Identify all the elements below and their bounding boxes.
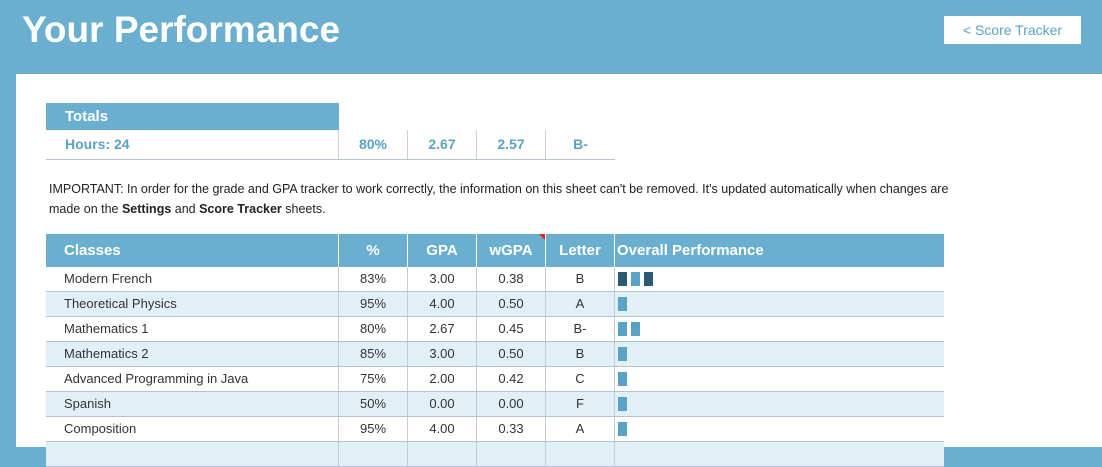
class-name: Composition <box>46 417 339 441</box>
class-wgpa: 0.38 <box>477 267 546 291</box>
class-letter: C <box>546 367 615 391</box>
class-percent: 75% <box>339 367 408 391</box>
class-name: Theoretical Physics <box>46 292 339 316</box>
class-letter: A <box>546 292 615 316</box>
class-letter: B <box>546 342 615 366</box>
note-score-tracker: Score Tracker <box>199 202 282 216</box>
class-percent <box>339 442 408 466</box>
page-header: Your Performance < Score Tracker <box>0 0 1102 74</box>
class-name: Advanced Programming in Java <box>46 367 339 391</box>
header-gpa: GPA <box>408 234 477 267</box>
class-performance-bars <box>615 417 944 441</box>
class-performance-bars <box>615 342 944 366</box>
class-percent: 50% <box>339 392 408 416</box>
class-gpa: 3.00 <box>408 342 477 366</box>
class-percent: 95% <box>339 417 408 441</box>
classes-table: Classes % GPA wGPA Letter Overall Perfor… <box>46 234 944 467</box>
header-wgpa: wGPA <box>477 234 546 267</box>
class-wgpa: 0.00 <box>477 392 546 416</box>
class-wgpa: 0.33 <box>477 417 546 441</box>
class-wgpa: 0.50 <box>477 292 546 316</box>
class-performance-bars <box>615 392 944 416</box>
class-wgpa: 0.42 <box>477 367 546 391</box>
class-gpa: 4.00 <box>408 417 477 441</box>
score-tracker-button[interactable]: < Score Tracker <box>944 16 1081 44</box>
totals-wgpa: 2.57 <box>477 130 546 159</box>
class-performance-bars <box>615 317 944 341</box>
table-row: Spanish 50% 0.00 0.00 F <box>46 392 944 417</box>
class-letter: B- <box>546 317 615 341</box>
sheet-area: Totals Hours: 24 80% 2.67 2.57 B- IMPORT… <box>16 74 1102 467</box>
totals-hours: Hours: 24 <box>46 130 339 159</box>
table-row: Modern French 83% 3.00 0.38 B <box>46 267 944 292</box>
comment-indicator-icon[interactable] <box>539 234 545 240</box>
header-letter: Letter <box>546 234 615 267</box>
class-letter <box>546 442 615 466</box>
class-name: Spanish <box>46 392 339 416</box>
performance-bar <box>618 272 627 286</box>
class-gpa: 2.00 <box>408 367 477 391</box>
class-wgpa <box>477 442 546 466</box>
class-percent: 80% <box>339 317 408 341</box>
note-settings: Settings <box>121 202 172 216</box>
class-performance-bars <box>615 267 944 291</box>
class-wgpa: 0.45 <box>477 317 546 341</box>
class-letter: B <box>546 267 615 291</box>
table-row: Mathematics 2 85% 3.00 0.50 B <box>46 342 944 367</box>
table-row: Composition 95% 4.00 0.33 A <box>46 417 944 442</box>
totals-table: Totals Hours: 24 80% 2.67 2.57 B- <box>46 103 615 160</box>
header-percent: % <box>339 234 408 267</box>
class-gpa: 3.00 <box>408 267 477 291</box>
table-row <box>46 442 944 467</box>
class-gpa: 2.67 <box>408 317 477 341</box>
class-percent: 83% <box>339 267 408 291</box>
class-performance-bars <box>615 442 944 466</box>
totals-letter: B- <box>573 136 588 152</box>
page-title: Your Performance <box>22 9 341 50</box>
class-name: Mathematics 2 <box>46 342 339 366</box>
class-letter: A <box>546 417 615 441</box>
performance-bar <box>631 272 640 286</box>
table-row: Theoretical Physics 95% 4.00 0.50 A <box>46 292 944 317</box>
performance-bar <box>618 422 627 436</box>
class-letter: F <box>546 392 615 416</box>
table-row: Advanced Programming in Java 75% 2.00 0.42 C <box>46 367 944 392</box>
table-row: Mathematics 1 80% 2.67 0.45 B- <box>46 317 944 342</box>
performance-bar <box>618 397 627 411</box>
class-performance-bars <box>615 292 944 316</box>
class-percent: 95% <box>339 292 408 316</box>
totals-row: Hours: 24 80% 2.67 2.57 B- <box>46 130 615 160</box>
totals-gpa: 2.67 <box>408 130 477 159</box>
classes-header-row: Classes % GPA wGPA Letter Overall Perfor… <box>46 234 944 267</box>
performance-bar <box>618 347 627 361</box>
totals-header: Totals <box>46 103 339 130</box>
performance-bar <box>631 322 640 336</box>
class-gpa: 0.00 <box>408 392 477 416</box>
performance-bar <box>618 297 627 311</box>
class-percent: 85% <box>339 342 408 366</box>
class-name: Mathematics 1 <box>46 317 339 341</box>
class-wgpa: 0.50 <box>477 342 546 366</box>
performance-bar <box>618 322 627 336</box>
important-note: IMPORTANT: In order for the grade and GP… <box>49 179 949 219</box>
class-performance-bars <box>615 367 944 391</box>
performance-bar <box>618 372 627 386</box>
class-gpa <box>408 442 477 466</box>
header-classes: Classes <box>46 234 339 267</box>
class-name <box>46 442 339 466</box>
note-suffix: sheets. <box>281 202 326 216</box>
header-overall-performance: Overall Performance <box>617 242 764 259</box>
note-and: and <box>171 202 200 216</box>
totals-percent: 80% <box>339 130 408 159</box>
note-prefix: IMPORTANT: In order for the grade and GP… <box>49 182 949 216</box>
performance-bar <box>644 272 653 286</box>
class-name: Modern French <box>46 267 339 291</box>
header-wgpa-label: wGPA <box>489 242 533 259</box>
classes-rows: Modern French 83% 3.00 0.38 B Theoretical Phy… <box>46 267 944 467</box>
class-gpa: 4.00 <box>408 292 477 316</box>
